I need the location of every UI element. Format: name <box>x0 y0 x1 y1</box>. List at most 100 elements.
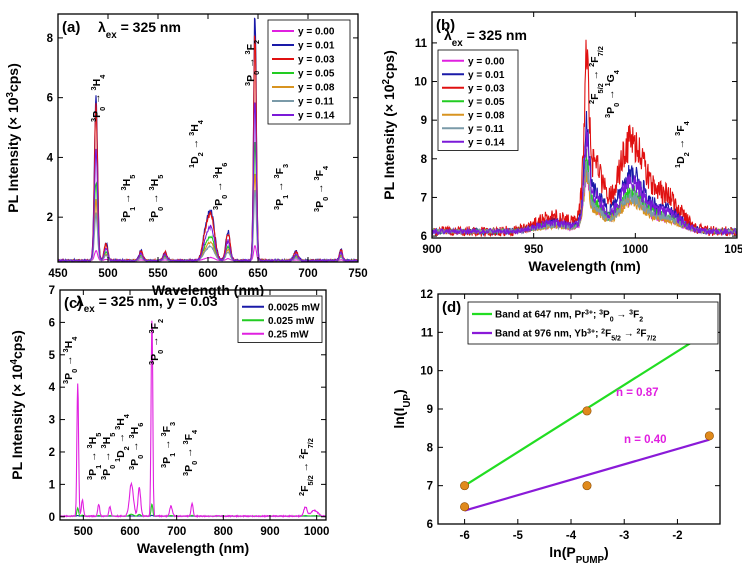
text-part: F <box>299 485 311 492</box>
text-part: → <box>589 67 601 83</box>
x-tick-label: 450 <box>48 268 67 280</box>
text-part: H <box>149 179 161 187</box>
y-tick-label: 7 <box>49 285 55 297</box>
text-part: 1 <box>187 164 196 168</box>
text-part: H <box>121 179 133 187</box>
panel-label: (a) <box>62 19 80 36</box>
text-part: 2 <box>636 328 640 335</box>
x-axis-label-main: ln(P <box>549 544 575 560</box>
legend-entry: y = 0.11 <box>298 97 334 108</box>
text-part: P <box>245 75 257 82</box>
text-part: 3 <box>211 206 220 210</box>
text-part: 4 <box>70 336 79 341</box>
text-part: P <box>183 465 195 472</box>
text-part: 4 <box>612 69 621 74</box>
legend-entry: Band at 647 nm, Pr3+; 3P0 → 3F2 <box>495 309 643 323</box>
x-tick-label: 750 <box>348 268 367 280</box>
y-tick-label: 2 <box>49 447 55 459</box>
transition-label: 3P0 → 3F4 <box>181 429 199 476</box>
y-axis-label-end: ) <box>391 389 407 394</box>
y-tick-label: 11 <box>415 38 428 50</box>
text-part: → <box>621 329 637 340</box>
y-axis-label: PL Intensity (× 103cps) <box>5 63 22 213</box>
text-part: D <box>675 156 687 164</box>
text-part: H <box>115 418 127 426</box>
text-part: → <box>63 352 75 368</box>
y-tick-label: 10 <box>414 77 427 89</box>
transition-label: 3P0 → 3H4 <box>61 336 79 384</box>
text-part: 3 <box>603 114 612 118</box>
text-part: 4 <box>321 165 330 170</box>
text-part: F <box>589 56 601 63</box>
x-tick-label: -5 <box>513 530 524 542</box>
text-part: 3 <box>85 476 94 480</box>
legend-entry: 0.025 mW <box>268 316 315 327</box>
text-part: P <box>149 211 161 218</box>
text-part: H <box>129 427 141 435</box>
text-part: P <box>87 469 99 476</box>
excitation-label: λex = 325 nm <box>444 27 527 49</box>
text-part: F <box>161 425 173 432</box>
panel-label: (b) <box>436 17 455 34</box>
transition-label: 2F5/2 → 2F7/2 <box>587 46 605 104</box>
transition-label: 3P1 → 3H5 <box>85 433 103 480</box>
y-tick-label: 4 <box>49 382 56 394</box>
x-axis-label: ln(PPUMP) <box>549 544 608 566</box>
text-part: G <box>605 74 617 82</box>
text-part: H <box>87 437 99 445</box>
legend-entry: y = 0.03 <box>298 55 335 66</box>
text-part: Band at 976 nm, Yb <box>495 329 587 340</box>
text-part: → <box>183 444 195 460</box>
x-tick-label: -4 <box>566 530 577 542</box>
text-part: H <box>63 341 75 349</box>
text-part: 2 <box>297 455 306 459</box>
text-part: → <box>189 136 201 152</box>
y-tick-label: 12 <box>420 289 433 301</box>
text-part: F <box>314 169 326 176</box>
text-part: 3 <box>89 118 98 122</box>
x-tick-label: -3 <box>619 530 629 542</box>
legend-entry: y = 0.00 <box>468 56 505 67</box>
y-axis-label-end: cps) <box>9 330 25 359</box>
x-axis-label: Wavelength (nm) <box>137 540 249 556</box>
text-part: 3 <box>168 422 177 426</box>
transition-label: 3P0 → 3F2 <box>243 40 261 86</box>
text-part: 3 <box>312 176 321 180</box>
legend-c: 0.0025 mW 0.025 mW 0.25 mW <box>237 295 323 343</box>
text-part: 2 <box>587 100 596 104</box>
x-tick-label: 900 <box>260 526 279 538</box>
legend-entry: y = 0.01 <box>298 41 335 52</box>
text-part: D <box>189 156 201 164</box>
y-tick-label: 4 <box>47 152 54 164</box>
x-tick-label: 500 <box>98 268 117 280</box>
text-part: F <box>149 322 161 329</box>
text-part: 3 <box>99 444 108 448</box>
series-line <box>60 320 326 519</box>
text-part: → <box>314 180 326 196</box>
text-part: F <box>605 329 611 340</box>
text-part: 4 <box>122 413 131 418</box>
text-part: 3 <box>147 329 156 333</box>
excitation-value: = 325 nm, y = 0.03 <box>95 293 218 309</box>
text-part: → <box>605 86 617 102</box>
text-part: 3 <box>181 440 190 444</box>
text-part: 7/2 <box>306 438 315 448</box>
transition-label: 3P0 → 1G4 <box>603 69 621 118</box>
x-tick-label: 900 <box>422 244 441 256</box>
text-part: 3 <box>61 348 70 352</box>
text-part: 2 <box>122 446 131 450</box>
text-part: → <box>101 448 113 464</box>
text-part: P <box>121 211 133 218</box>
text-part: 0 <box>136 455 145 459</box>
text-part: F <box>675 125 687 132</box>
text-part: 3 <box>181 472 190 476</box>
text-part: 5 <box>108 433 117 437</box>
slope-label: n = 0.87 <box>616 387 659 399</box>
transition-label: 3P0 → 3F2 <box>147 319 165 365</box>
excitation-symbol: λ <box>76 293 84 309</box>
text-part: 0 <box>252 71 261 75</box>
text-part: 3 <box>147 361 156 365</box>
x-tick-label: 700 <box>298 268 317 280</box>
text-part: → <box>87 448 99 464</box>
